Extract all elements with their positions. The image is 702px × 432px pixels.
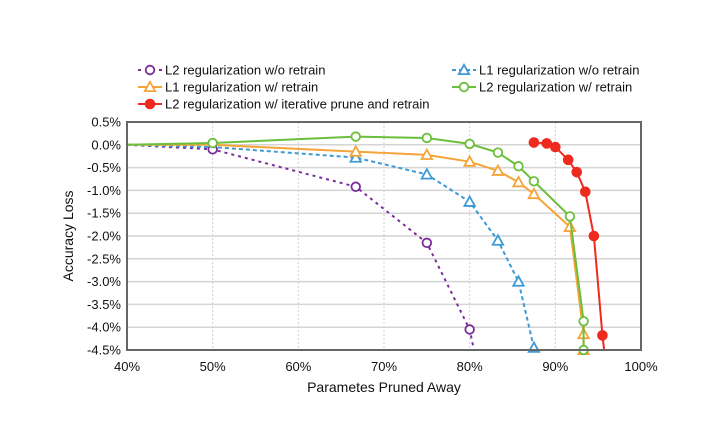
data-point: [597, 330, 608, 341]
data-point: [421, 237, 433, 249]
data-point: [207, 137, 218, 149]
plot-frame: [126, 121, 642, 351]
y-tick-label: -3.5%: [87, 297, 121, 312]
data-point: [421, 132, 433, 144]
series-line: [126, 143, 535, 348]
data-point: [462, 194, 477, 207]
series-4: [528, 137, 608, 351]
data-point: [511, 274, 526, 287]
data-point: [349, 150, 363, 163]
y-tick-label: -1.5%: [87, 206, 121, 221]
grid: [127, 122, 641, 350]
legend-label: L2 regularization w/ retrain: [479, 80, 632, 95]
x-tick-label: 60%: [285, 359, 311, 374]
data-point: [491, 163, 505, 176]
legend-entry: L2 regularization w/ iterative prune and…: [138, 97, 429, 112]
series-line: [533, 141, 606, 351]
data-point: [528, 176, 540, 187]
legend-label: L2 regularization w/o retrain: [165, 63, 325, 78]
data-point: [420, 147, 434, 160]
x-axis-label: Parametes Pruned Away: [307, 379, 461, 395]
y-axis-ticks: 0.5% 0.0% -0.5% -1.0% -1.5% -2.0% -2.5% -3.0% -3…: [87, 115, 121, 358]
data-point: [491, 233, 505, 246]
data-point: [350, 131, 361, 142]
triangle-icon: [457, 62, 471, 76]
data-point: [513, 161, 524, 172]
y-tick-label: -3.0%: [87, 274, 121, 289]
data-point: [578, 316, 589, 327]
data-point: [349, 144, 363, 157]
data-point: [571, 166, 583, 178]
x-tick-label: 70%: [371, 359, 397, 374]
series-2: [127, 143, 591, 356]
x-tick-label: 80%: [457, 359, 483, 374]
legend-entry: L1 regularization w/o retrain: [452, 63, 639, 78]
series-line: [127, 143, 585, 350]
data-point: [420, 167, 434, 180]
data-point: [564, 211, 576, 222]
y-tick-label: -0.5%: [87, 160, 121, 175]
legend: L2 regularization w/o retrain L1 regulari…: [138, 63, 639, 112]
legend-label: L2 regularization w/ iterative prune and…: [165, 97, 429, 112]
y-tick-label: -4.0%: [87, 320, 121, 335]
x-tick-label: 40%: [114, 359, 140, 374]
x-tick-label: 50%: [200, 359, 226, 374]
y-axis-label: Accuracy Loss: [60, 190, 76, 281]
legend-entry: L2 regularization w/ retrain: [452, 80, 632, 95]
data-point: [462, 154, 477, 167]
data-point: [588, 230, 600, 242]
data-point: [527, 186, 541, 200]
data-point: [350, 181, 361, 192]
legend-label: L1 regularization w/ retrain: [165, 80, 318, 95]
legend-label: L1 regularization w/o retrain: [479, 63, 639, 78]
y-tick-label: -4.5%: [87, 343, 121, 358]
legend-entry: L1 regularization w/ retrain: [138, 80, 318, 95]
y-tick-label: -1.0%: [87, 183, 121, 198]
x-axis-ticks: 40% 50% 60% 70% 80% 90% 100%: [114, 359, 658, 374]
x-tick-label: 100%: [624, 359, 658, 374]
triangle-icon: [143, 79, 157, 93]
series-0: [126, 143, 475, 351]
data-point: [562, 154, 574, 166]
data-point: [464, 138, 475, 150]
data-point: [550, 141, 561, 153]
data-point: [464, 324, 475, 335]
y-tick-label: 0.0%: [91, 137, 121, 152]
series-1: [126, 143, 541, 353]
circle-icon: [144, 64, 156, 76]
data-point: [580, 186, 591, 198]
data-point: [528, 137, 540, 148]
x-tick-label: 90%: [542, 359, 568, 374]
data-point: [511, 175, 526, 188]
y-tick-label: -2.5%: [87, 251, 121, 266]
y-tick-label: -2.0%: [87, 229, 121, 244]
series-3: [126, 131, 589, 356]
data-point: [492, 147, 504, 158]
legend-entry: L2 regularization w/o retrain: [138, 63, 325, 78]
circle-icon: [458, 81, 470, 93]
series-line: [126, 143, 475, 351]
circle-icon: [144, 98, 156, 110]
y-tick-label: 0.5%: [91, 115, 121, 130]
series-group: [126, 131, 608, 356]
